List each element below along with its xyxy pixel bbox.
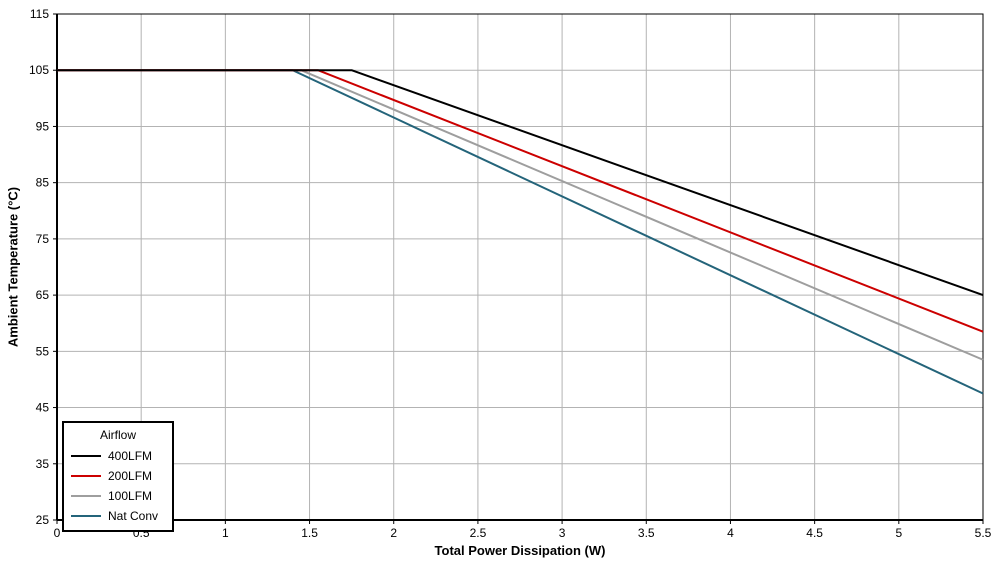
legend: Airflow 400LFM 200LFM 100LFM Nat Conv (62, 421, 174, 532)
x-tick-label: 2 (390, 526, 397, 540)
legend-title: Airflow (99, 428, 136, 442)
x-tick-label: 5 (895, 526, 902, 540)
series-line-100lfm (57, 69, 984, 361)
x-tick-label: 0 (54, 526, 61, 540)
y-tick-label: 55 (36, 344, 50, 358)
y-tick-label: 85 (36, 176, 50, 190)
legend-item-200lfm: 200LFM (64, 466, 172, 486)
legend-line-swatch (71, 455, 101, 457)
series-line-nat-conv (57, 69, 984, 395)
x-axis-title: Total Power Dissipation (W) (434, 543, 606, 558)
legend-items: 400LFM 200LFM 100LFM Nat Conv (64, 446, 172, 526)
x-tick-label: 4 (727, 526, 734, 540)
x-tick-label: 1 (222, 526, 229, 540)
legend-item-label: Nat Conv (108, 509, 159, 523)
y-tick-label: 35 (36, 457, 50, 471)
y-tick-label: 65 (36, 288, 50, 302)
y-tick-label: 75 (36, 232, 50, 246)
y-axis-title: Ambient Temperature (°C) (5, 186, 21, 348)
plot-border (56, 13, 984, 521)
x-tick-label: 1.5 (301, 526, 318, 540)
legend-item-400lfm: 400LFM (64, 446, 172, 466)
legend-line-swatch (71, 515, 101, 517)
legend-item-label: 400LFM (108, 449, 153, 463)
legend-item-100lfm: 100LFM (64, 486, 172, 506)
x-tick-label: 4.5 (806, 526, 823, 540)
y-tick-label: 115 (30, 7, 49, 21)
y-tick-label: 95 (36, 119, 50, 133)
series-line-400lfm (57, 69, 984, 297)
x-tick-label: 5.5 (975, 526, 992, 540)
x-tick-label: 3 (559, 526, 566, 540)
legend-item-label: 200LFM (108, 469, 153, 483)
legend-item-nat-conv: Nat Conv (64, 506, 172, 526)
x-tick-label: 3.5 (638, 526, 655, 540)
y-tick-label: 45 (36, 401, 50, 415)
y-tick-label: 25 (36, 513, 50, 527)
x-tick-labels: 0 0.5 1 1.5 2 2.5 3 3.5 4 4.5 5 5.5 (54, 526, 992, 540)
tick-marks (53, 13, 984, 524)
legend-line-swatch (71, 475, 101, 477)
y-tick-labels: 25 35 45 55 65 75 85 95 105 115 (29, 7, 49, 527)
legend-line-swatch (71, 495, 101, 497)
y-tick-label: 105 (29, 63, 49, 77)
legend-item-label: 100LFM (108, 489, 153, 503)
x-tick-label: 2.5 (470, 526, 487, 540)
gridlines (57, 14, 983, 520)
series-line-200lfm (57, 69, 984, 333)
